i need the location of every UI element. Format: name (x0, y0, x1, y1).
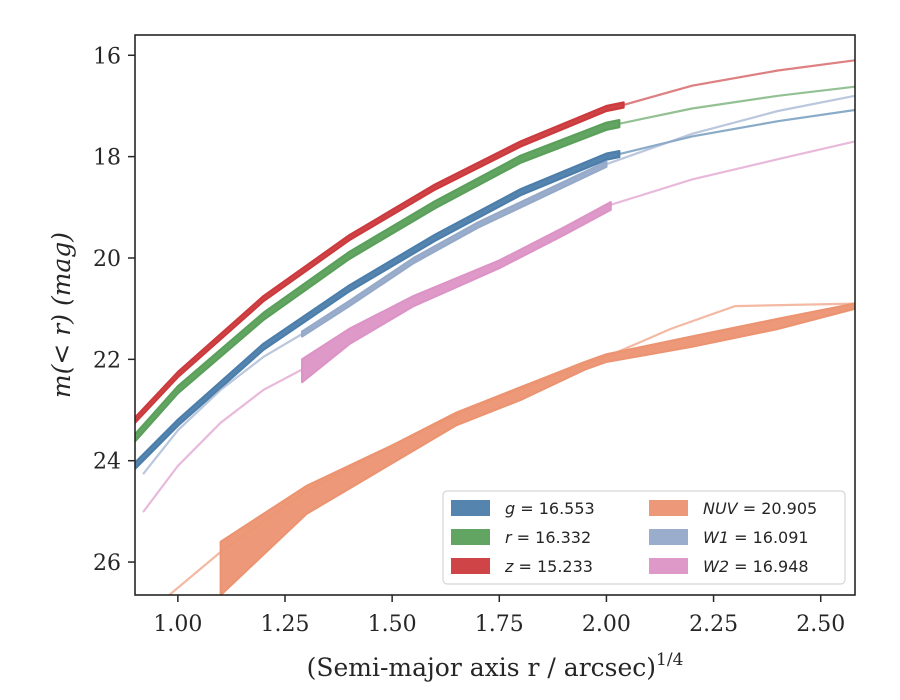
legend-swatch-nuv (649, 500, 688, 516)
y-tick-label: 18 (93, 146, 121, 171)
plot-frame (134, 34, 856, 596)
series-w2-extrapolation-right (609, 140, 855, 206)
series-w1-band (301, 160, 608, 338)
series-w1-extrapolation (142, 332, 304, 475)
y-tick-label: 22 (93, 348, 121, 373)
series-w1-extrapolation-right (605, 94, 855, 166)
x-tick-label: 1.75 (475, 612, 524, 637)
x-tick-label: 1.50 (368, 612, 417, 637)
series-z-extrapolation (622, 59, 855, 106)
legend-label-w2: W2 = 16.948 (703, 557, 809, 576)
series-layer (135, 59, 855, 595)
series-w1 (142, 94, 855, 475)
x-tick-label: 2.25 (689, 612, 738, 637)
y-axis-ticks: 16 18 20 22 24 26 (93, 44, 135, 576)
series-w2 (142, 140, 855, 513)
x-axis-title: (Semi-major axis r / arcsec)1/4 (307, 650, 684, 682)
legend-label-nuv: NUV = 20.905 (703, 499, 817, 518)
legend-label-r: r = 16.332 (505, 528, 591, 547)
x-tick-label: 1.25 (261, 612, 310, 637)
x-axis-ticks: 1.00 1.25 1.50 1.75 2.00 2.25 2.50 (153, 595, 845, 637)
series-g-band (135, 150, 621, 470)
y-axis-title: m(< r) (mag) (47, 232, 76, 398)
series-z-band (135, 101, 625, 424)
x-tick-label: 1.00 (153, 612, 202, 637)
legend-box (442, 490, 846, 585)
series-nuv (168, 302, 855, 595)
series-w2-extrapolation (142, 368, 304, 513)
x-tick-label: 2.50 (796, 612, 845, 637)
legend-items: g = 16.553 r = 16.332 z = 15.233 NUV = 20.9… (451, 499, 817, 576)
series-z (135, 59, 855, 424)
y-tick-label: 26 (93, 551, 121, 576)
series-r (135, 85, 855, 443)
legend: g = 16.553 r = 16.332 z = 15.233 NUV = 20.9… (442, 490, 846, 585)
series-g (135, 108, 855, 470)
legend-swatch-w1 (649, 529, 688, 545)
series-r-extrapolation (618, 85, 855, 125)
legend-swatch-r (451, 529, 490, 545)
legend-label-w1: W1 = 16.091 (703, 528, 809, 547)
y-tick-label: 24 (93, 450, 121, 475)
y-tick-label: 20 (93, 247, 121, 272)
legend-swatch-w2 (649, 558, 688, 574)
y-tick-label: 16 (93, 44, 121, 69)
series-g-extrapolation (618, 108, 855, 156)
legend-swatch-z (451, 558, 490, 574)
legend-swatch-g (451, 500, 490, 516)
legend-label-z: z = 15.233 (504, 557, 593, 576)
series-r-band (135, 119, 621, 443)
series-nuv-band (219, 302, 855, 595)
x-tick-label: 2.00 (582, 612, 631, 637)
series-w2-band (301, 201, 612, 384)
legend-label-g: g = 16.553 (505, 499, 595, 518)
